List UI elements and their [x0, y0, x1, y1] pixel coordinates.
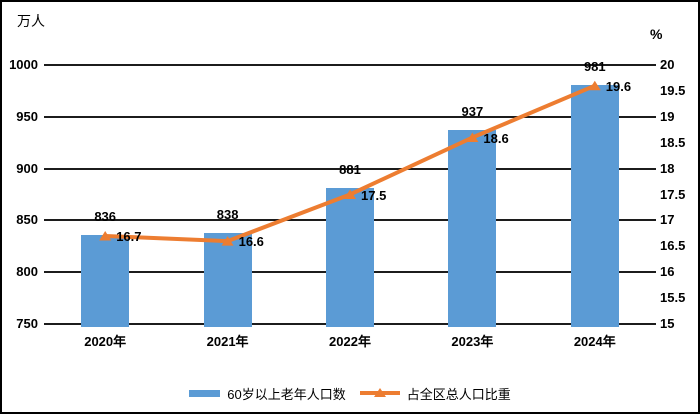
right-axis-tick-label: 19 [660, 108, 675, 124]
x-axis-category-label: 2022年 [329, 334, 371, 349]
x-axis-category-label: 2020年 [84, 334, 127, 349]
bar-data-label: 838 [216, 206, 239, 222]
bar-data-label: 981 [583, 58, 606, 74]
bar-series-legend-label: 60岁以上老年人口数 [227, 386, 346, 402]
line-data-label: 16.7 [116, 228, 142, 244]
x-axis-category-label: 2023年 [451, 334, 494, 349]
right-axis-tick-label: 17 [660, 212, 675, 228]
bar-data-label: 881 [339, 162, 361, 178]
legend-item-bar-series: 60岁以上老年人口数 [189, 384, 346, 403]
right-axis-tick-label: 16 [660, 264, 675, 280]
right-axis-tick-label: 20 [660, 57, 675, 72]
left-axis-tick-label: 800 [16, 264, 38, 280]
left-axis-tick-label: 950 [16, 108, 38, 124]
right-axis-tick-label: 15.5 [660, 290, 686, 306]
left-axis-tick-label: 900 [16, 160, 38, 176]
bar-data-label: 937 [461, 104, 484, 120]
bar-2023年 [448, 130, 497, 327]
legend: 60岁以上老年人口数 占全区总人口比重 [2, 384, 698, 402]
bar-2022年 [326, 188, 374, 327]
right-axis-unit-label: % [650, 26, 663, 42]
gridline [44, 64, 656, 66]
left-axis-tick-label: 1000 [9, 57, 38, 72]
left-axis-tick-label: 750 [16, 316, 38, 331]
right-axis-tick-label: 19.5 [660, 82, 686, 98]
line-data-label: 19.6 [605, 78, 632, 94]
bar-series-swatch [189, 389, 221, 397]
line-series-legend-label: 占全区总人口比重 [406, 386, 511, 402]
right-axis-tick-label: 16.5 [660, 238, 686, 254]
line-data-label: 18.6 [483, 130, 509, 146]
legend-item-line-series: 占全区总人口比重 [359, 384, 511, 403]
bar-data-label: 836 [94, 208, 117, 224]
left-axis-tick-label: 850 [16, 212, 38, 228]
right-axis-tick-label: 17.5 [660, 186, 686, 202]
bar-2024年 [570, 84, 619, 327]
right-axis-tick-label: 18 [660, 160, 675, 176]
right-axis-tick-label: 15 [660, 316, 675, 331]
x-axis-category-label: 2024年 [573, 334, 616, 349]
line-series-swatch [359, 387, 400, 397]
triangle-marker-icon [373, 387, 386, 397]
line-data-label: 17.5 [361, 187, 387, 203]
bar-2020年 [81, 234, 130, 327]
right-axis-tick-label: 18.5 [660, 134, 686, 150]
line-data-label: 16.6 [238, 234, 264, 250]
left-axis-unit-label: 万人 [17, 13, 45, 29]
gridline [44, 115, 656, 118]
x-axis-category-label: 2021年 [206, 334, 249, 349]
bar-2021年 [203, 232, 252, 327]
